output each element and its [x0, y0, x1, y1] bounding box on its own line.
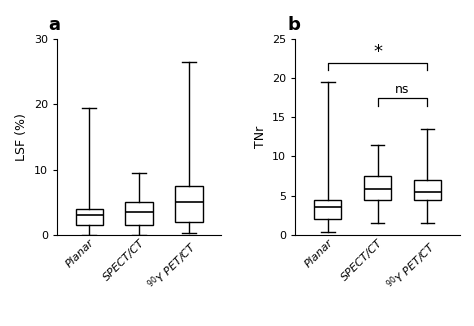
Y-axis label: TNr: TNr: [254, 126, 266, 148]
Text: b: b: [287, 16, 300, 34]
PathPatch shape: [75, 209, 103, 225]
PathPatch shape: [126, 202, 153, 225]
PathPatch shape: [314, 200, 341, 219]
PathPatch shape: [414, 180, 441, 200]
Text: a: a: [49, 16, 61, 34]
Text: ns: ns: [395, 83, 410, 96]
PathPatch shape: [364, 176, 391, 200]
Text: *: *: [373, 43, 382, 61]
PathPatch shape: [175, 186, 203, 222]
Y-axis label: LSF (%): LSF (%): [15, 113, 28, 161]
